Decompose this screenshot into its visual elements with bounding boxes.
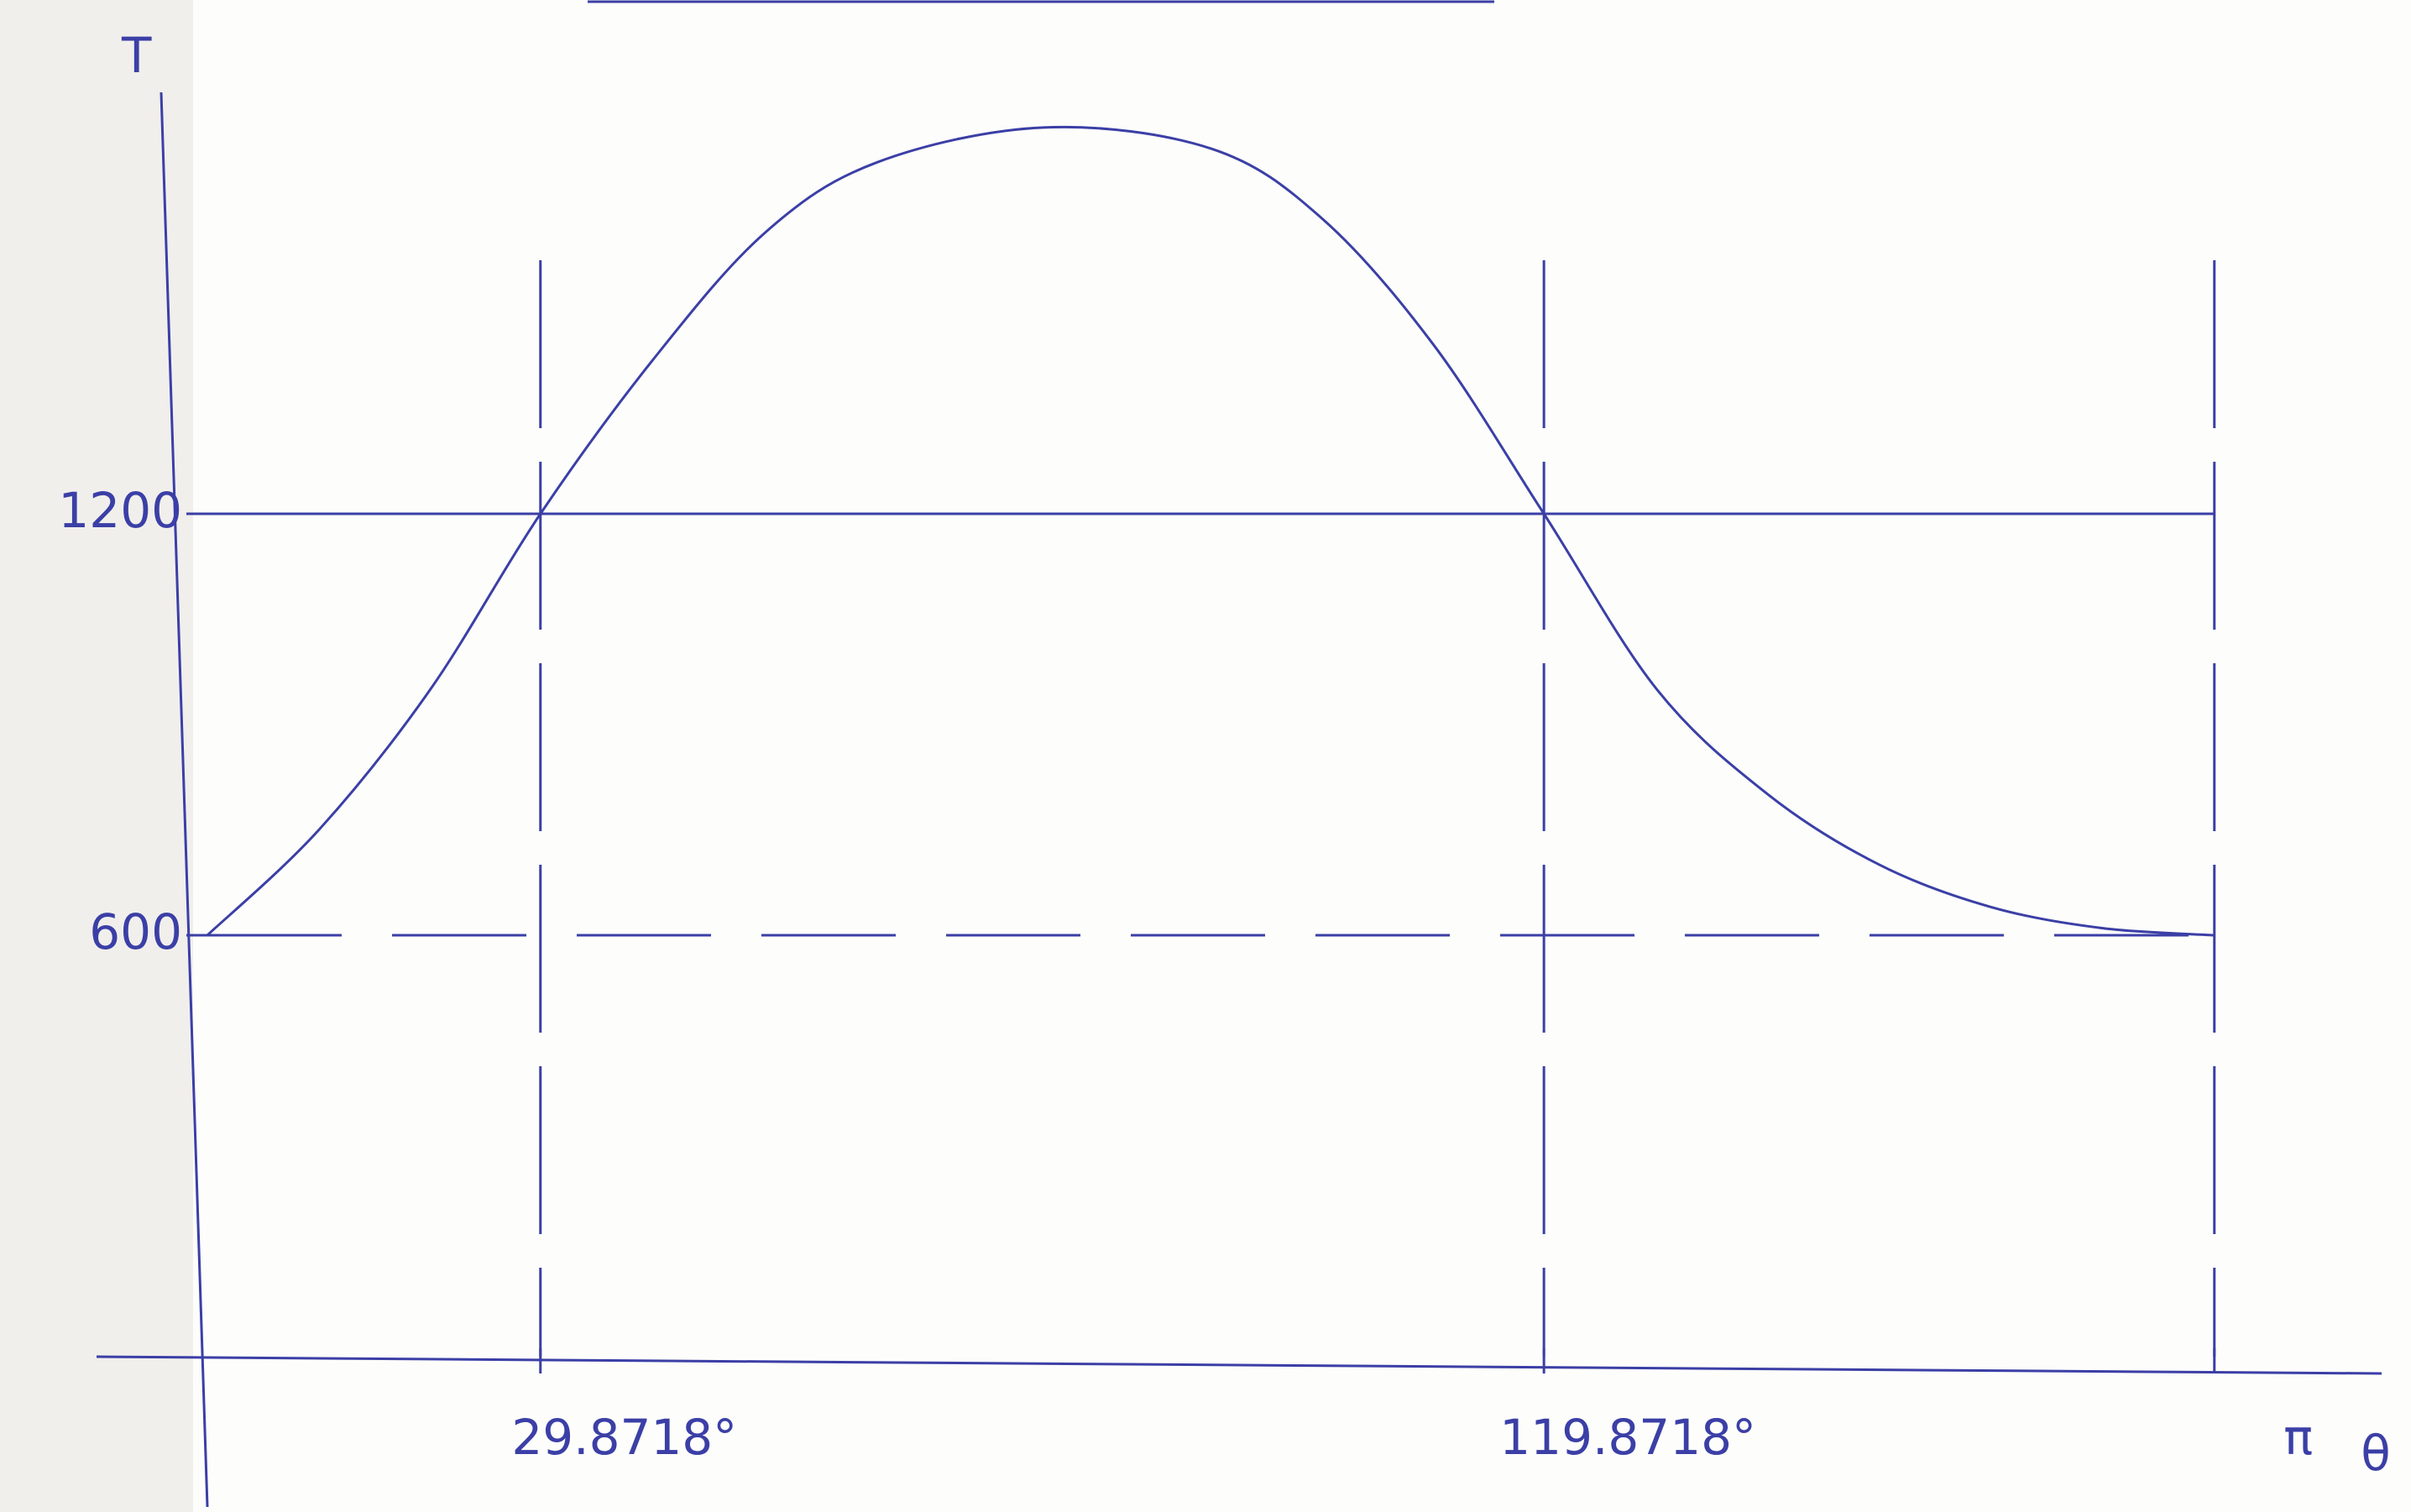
y-axis-label: T (121, 27, 152, 84)
x-tick-label: 119.8718° (1499, 1409, 1756, 1466)
x-tick-label: 29.8718° (511, 1409, 737, 1466)
x-axis-label: θ (2361, 1425, 2391, 1482)
paper-edge (0, 0, 193, 1512)
x-tick-label: π (2283, 1409, 2313, 1466)
y-tick-label: 600 (89, 903, 182, 960)
y-tick-label: 1200 (58, 482, 182, 539)
paper (0, 0, 2411, 1512)
page: T θ 600120029.8718°119.8718°π (() => { c… (0, 0, 2411, 1512)
chart: T θ 600 1200 29.8718° 119.8718° π (0, 0, 2411, 1512)
